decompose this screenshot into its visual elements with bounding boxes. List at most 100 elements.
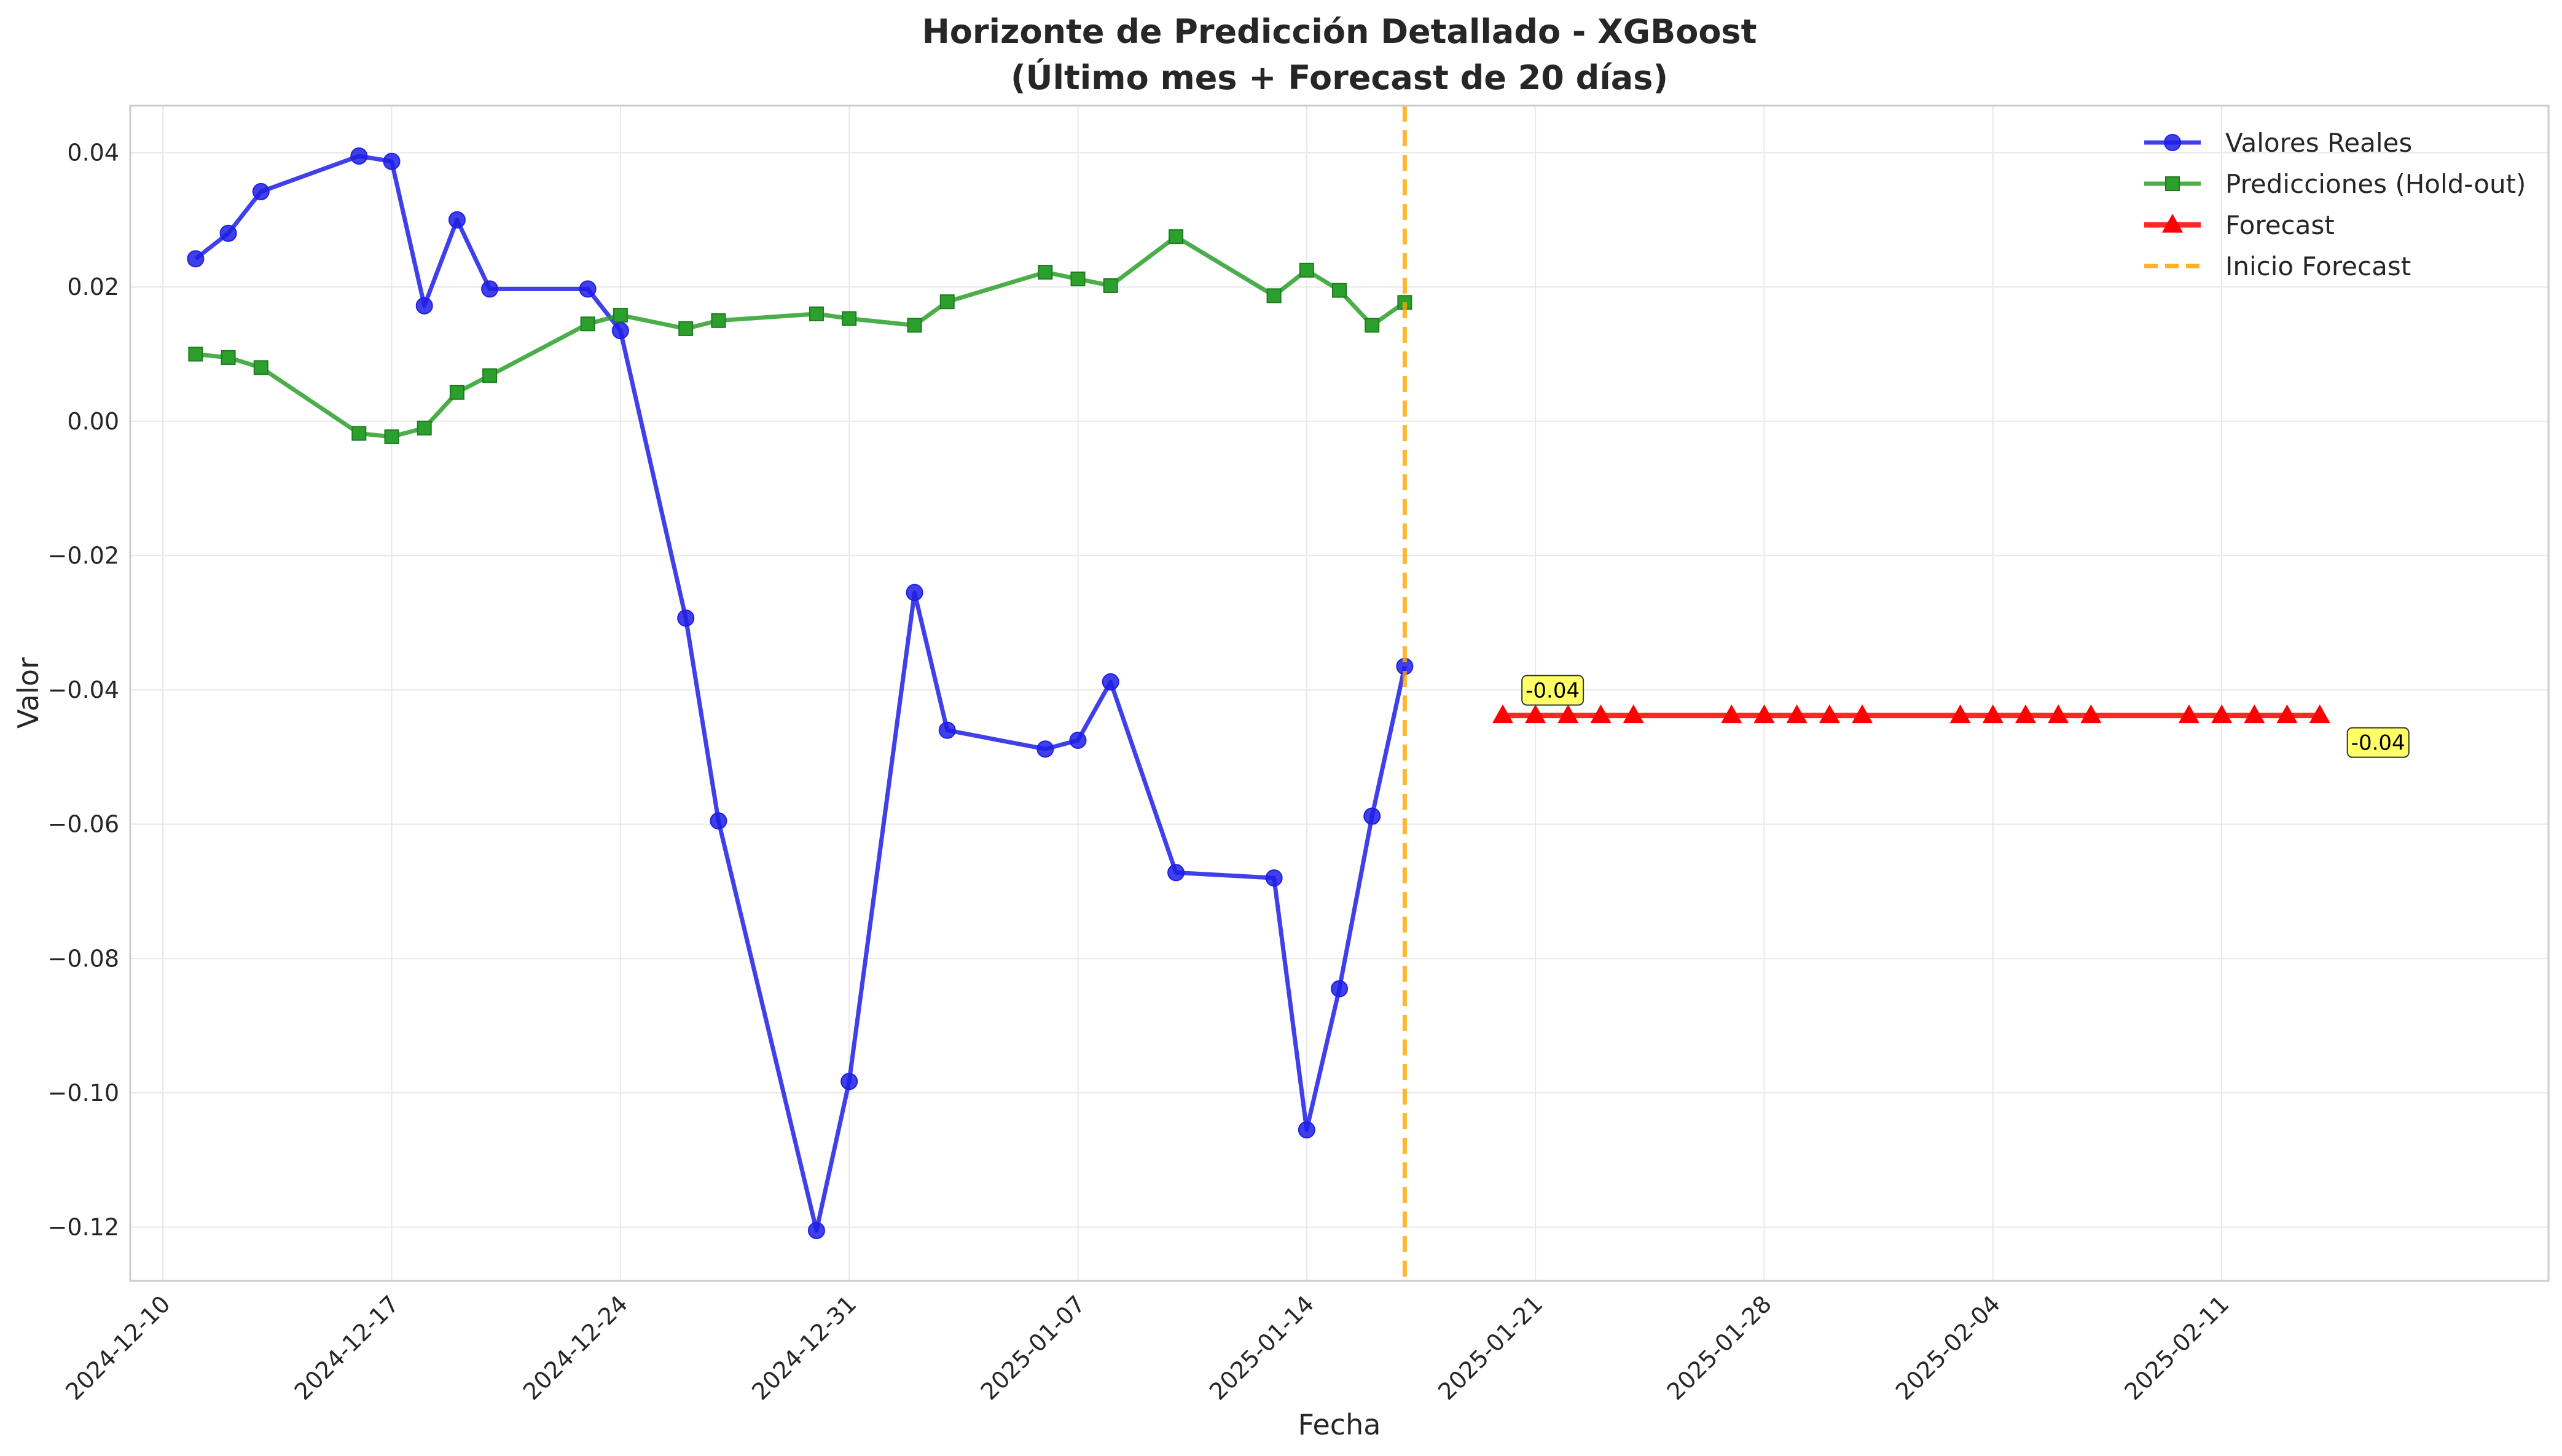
data-point: [482, 368, 498, 383]
y-tick-label: −0.10: [48, 1079, 119, 1106]
data-point: [1102, 673, 1119, 691]
data-point: [840, 1073, 858, 1090]
data-point: [1266, 288, 1282, 303]
data-point: [350, 147, 368, 165]
data-point: [938, 721, 956, 739]
y-axis-label: Valor: [12, 657, 45, 729]
data-point: [219, 224, 237, 242]
legend-marker: [2161, 214, 2184, 233]
data-point: [677, 609, 695, 627]
data-point: [1070, 272, 1086, 287]
legend-item: Predicciones (Hold-out): [2144, 169, 2526, 199]
x-axis-label: Fecha: [1298, 1408, 1381, 1441]
data-point: [253, 360, 268, 375]
x-tick-label: 2024-12-31: [746, 1290, 861, 1405]
annotation-box: [2346, 727, 2410, 758]
annotation: -0.04: [1521, 675, 1585, 706]
y-tick-label: −0.02: [48, 542, 119, 569]
data-point: [1332, 283, 1347, 298]
data-point: [383, 152, 401, 170]
data-point: [2048, 704, 2069, 724]
y-tick-label: −0.12: [48, 1214, 119, 1241]
annotation-text: -0.04: [1526, 679, 1580, 703]
data-point: [906, 584, 923, 601]
data-point: [710, 812, 727, 830]
x-tick-label: 2024-12-24: [518, 1290, 633, 1405]
plot-frame: [129, 104, 2550, 1282]
x-tick-label: 2024-12-10: [60, 1290, 175, 1405]
series-forecast: [1492, 704, 2330, 724]
legend: Valores Reales Predicciones (Hold-out) For…: [2144, 128, 2526, 281]
data-point: [481, 280, 499, 298]
data-point: [1365, 318, 1380, 333]
data-point: [449, 385, 464, 400]
data-point: [1103, 278, 1118, 293]
legend-marker: [2165, 176, 2180, 191]
data-point: [2244, 704, 2265, 724]
y-tick-label: 0.00: [67, 408, 119, 435]
data-point: [2211, 704, 2233, 724]
data-point: [711, 313, 726, 328]
data-point: [2080, 704, 2102, 724]
y-tick-label: −0.06: [48, 811, 119, 838]
data-point: [1819, 704, 1840, 724]
data-point: [1949, 704, 1971, 724]
y-tick-label: 0.02: [67, 273, 119, 300]
grid: [130, 106, 2548, 1281]
data-point: [1492, 704, 1514, 724]
x-tick-label: 2025-01-28: [1662, 1290, 1777, 1405]
data-point: [351, 426, 367, 441]
legend-item: Inicio Forecast: [2144, 251, 2411, 281]
annotation-text: -0.04: [2351, 731, 2405, 756]
annotation-box: [1521, 675, 1585, 706]
data-point: [1265, 869, 1283, 887]
data-point: [1298, 1121, 1315, 1139]
legend-marker: [2164, 134, 2181, 151]
legend-label: Forecast: [2225, 210, 2335, 240]
chart-subtitle: (Último mes + Forecast de 20 días): [1011, 58, 1668, 97]
x-tick-label: 2025-01-07: [976, 1290, 1091, 1405]
annotation: -0.04: [2346, 727, 2410, 758]
data-point: [1363, 807, 1381, 825]
data-point: [1557, 704, 1579, 724]
data-point: [1169, 229, 1184, 245]
data-point: [807, 1222, 825, 1240]
legend-label: Predicciones (Hold-out): [2225, 169, 2526, 199]
data-point: [1786, 704, 1808, 724]
data-point: [415, 297, 433, 315]
data-point: [2015, 704, 2037, 724]
series-valores-reales: [187, 147, 1414, 1240]
data-point: [580, 316, 595, 332]
data-point: [1331, 980, 1348, 998]
x-tick-label: 2025-02-04: [1890, 1290, 2005, 1405]
data-point: [188, 346, 203, 362]
x-tick-label: 2025-01-21: [1433, 1290, 1548, 1405]
legend-item: Forecast: [2144, 210, 2335, 240]
data-point: [613, 308, 628, 323]
x-tick-label: 2025-01-14: [1204, 1290, 1319, 1405]
data-point: [221, 350, 236, 365]
data-point: [252, 182, 270, 200]
data-point: [1299, 262, 1314, 278]
data-point: [1069, 732, 1087, 750]
y-tick-label: −0.04: [48, 676, 119, 703]
legend-item: Valores Reales: [2144, 128, 2412, 158]
plot-area: [130, 106, 2548, 1281]
data-point: [809, 306, 824, 321]
data-point: [1036, 740, 1054, 758]
data-point: [187, 250, 205, 268]
data-point: [1753, 704, 1775, 724]
data-point: [1167, 864, 1185, 882]
data-point: [1721, 704, 1742, 724]
x-tick-label: 2024-12-17: [289, 1290, 404, 1405]
data-point: [1982, 704, 2004, 724]
legend-label: Valores Reales: [2225, 128, 2412, 158]
x-tick-label: 2025-02-11: [2119, 1290, 2234, 1405]
data-point: [1851, 704, 1873, 724]
series-predicciones-hold-out-: [188, 229, 1412, 444]
data-point: [907, 318, 922, 333]
series-layer: -0.04 -0.04: [187, 106, 2410, 1281]
data-point: [1525, 704, 1546, 724]
chart-title: Horizonte de Predicción Detallado - XGBo…: [922, 12, 1757, 51]
